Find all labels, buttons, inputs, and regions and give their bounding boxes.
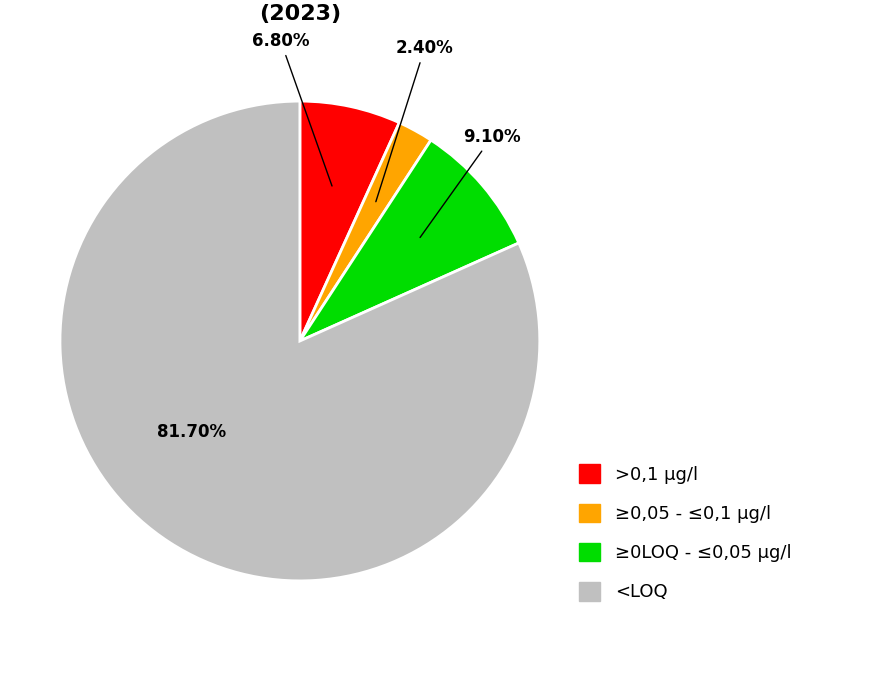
Legend: >0,1 μg/l, ≥0,05 - ≤0,1 μg/l, ≥0LOQ - ≤0,05 μg/l, <LOQ: >0,1 μg/l, ≥0,05 - ≤0,1 μg/l, ≥0LOQ - ≤0… (579, 464, 791, 602)
Title: Numero campioni acque sotterranee sul totale per
classe di concentrazione massim: Numero campioni acque sotterranee sul to… (0, 0, 617, 25)
Text: 81.70%: 81.70% (157, 423, 227, 441)
Text: 6.80%: 6.80% (252, 32, 332, 186)
Text: 9.10%: 9.10% (420, 128, 520, 237)
Wedge shape (300, 140, 519, 341)
Text: 2.40%: 2.40% (376, 40, 453, 202)
Wedge shape (300, 123, 431, 341)
Wedge shape (60, 101, 540, 581)
Wedge shape (300, 101, 400, 341)
